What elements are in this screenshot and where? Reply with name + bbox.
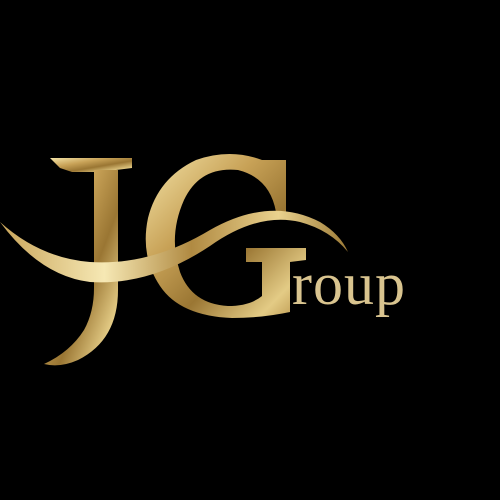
swoosh-icon [0, 210, 348, 283]
letter-g-shape [145, 154, 306, 318]
letter-j-shape [44, 158, 132, 366]
wordmark-roup: roup [292, 251, 406, 317]
